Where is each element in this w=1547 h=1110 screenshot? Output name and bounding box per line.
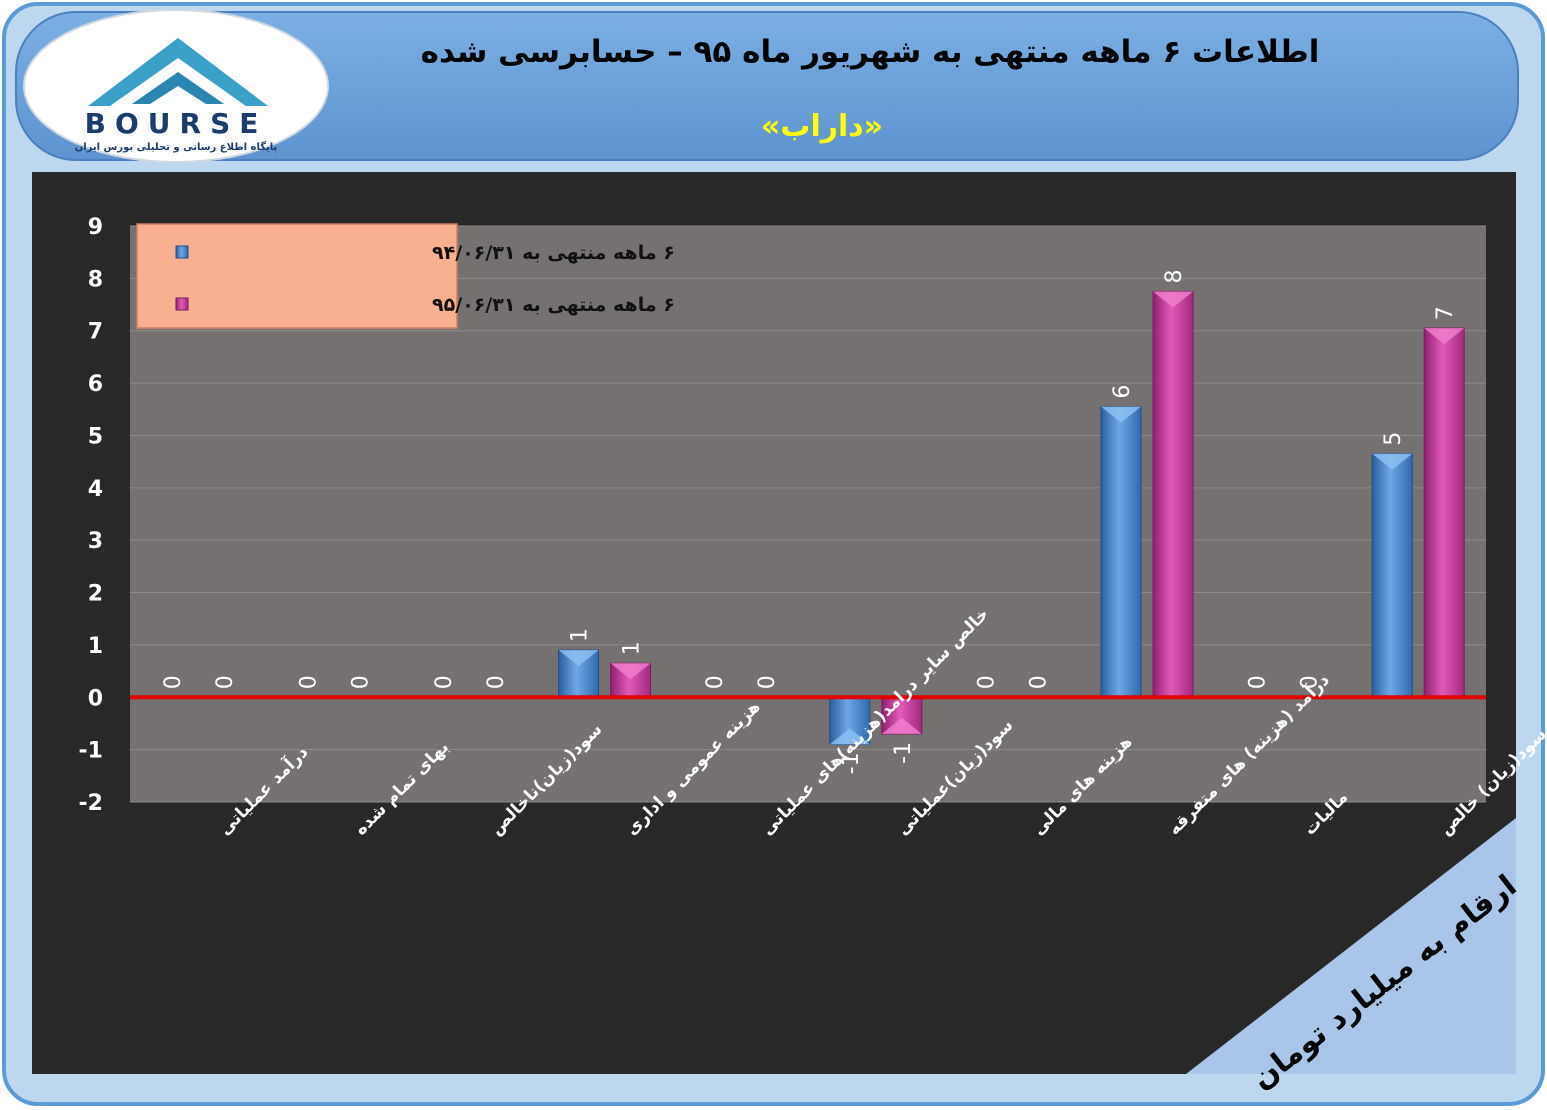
- data-label-series2: -1: [891, 742, 916, 764]
- data-label-series1: 1: [568, 628, 593, 642]
- data-label-series2: 0: [348, 675, 373, 689]
- data-labels: 0 0 0 0 0 0 1 1 0 0 -1 -1 0 0 6 8 0 0 5 7: [161, 269, 1458, 774]
- bar-series1: [1100, 406, 1142, 698]
- y-tick-label: 4: [88, 477, 103, 502]
- y-tick-label: 9: [88, 215, 103, 240]
- bourse-logo: BOURSE پایگاه اطلاع رسانی و تحلیلی بورس …: [23, 9, 329, 163]
- legend-swatch-series2: [175, 297, 189, 311]
- bar-series1: [1371, 453, 1413, 698]
- data-label-series1: 0: [296, 675, 321, 689]
- logo-tagline: پایگاه اطلاع رسانی و تحلیلی بورس ایران: [75, 140, 278, 153]
- y-axis-ticks: 9 8 7 6 5 4 3 2 1 0 -1 -2: [79, 215, 103, 816]
- bar-cap-series2: [610, 663, 651, 680]
- y-tick-label: -2: [79, 791, 103, 816]
- logo-roof-icon: [88, 38, 268, 106]
- bar-cap-series1: [558, 650, 599, 667]
- bar-cap-series2: [881, 717, 922, 734]
- bar-cap-series1: [829, 728, 870, 745]
- company-symbol: «داراب»: [761, 109, 883, 144]
- data-label-series2: 0: [1026, 675, 1051, 689]
- y-tick-label: 3: [88, 529, 103, 554]
- y-tick-label: -1: [79, 739, 103, 764]
- data-label-series2: 7: [1433, 306, 1458, 320]
- data-label-series2: 0: [484, 675, 509, 689]
- y-tick-label: 1: [88, 634, 103, 659]
- data-label-series1: 0: [974, 675, 999, 689]
- header-bar: [15, 11, 1519, 161]
- y-tick-label: 8: [88, 267, 103, 292]
- legend: ۶ ماهه منتهی به ۹۴/۰۶/۳۱ ۶ ماهه منتهی به…: [136, 223, 675, 329]
- y-tick-label: 0: [88, 686, 103, 711]
- legend-label-series1: ۶ ماهه منتهی به ۹۴/۰۶/۳۱: [432, 242, 675, 264]
- data-label-series2: 8: [1162, 269, 1187, 283]
- data-label-series1: 5: [1381, 432, 1406, 446]
- logo-inner-roof-icon: [132, 72, 224, 104]
- data-label-series1: 6: [1110, 385, 1135, 399]
- data-label-series2: 0: [213, 675, 238, 689]
- data-label-series1: -1: [839, 752, 864, 774]
- y-tick-label: 6: [88, 372, 103, 397]
- data-label-series1: 0: [161, 675, 186, 689]
- data-label-series2: 0: [1298, 675, 1323, 689]
- y-tick-label: 7: [88, 320, 103, 345]
- bar-cap-series2: [1424, 328, 1465, 345]
- data-label-series2: 1: [620, 641, 645, 655]
- data-label-series1: 0: [703, 675, 728, 689]
- bar-series2: [1152, 290, 1194, 698]
- bar-series2: [1423, 327, 1465, 698]
- data-label-series2: 0: [755, 675, 780, 689]
- bar-cap-series1: [1372, 453, 1413, 470]
- y-tick-label: 5: [88, 424, 103, 449]
- legend-swatch-series1: [175, 245, 189, 259]
- legend-box: [136, 223, 458, 329]
- bars: [558, 290, 1465, 745]
- data-label-series1: 0: [432, 675, 457, 689]
- page-title: اطلاعات ۶ ماهه منتهی به شهریور ماه ۹۵ – …: [421, 34, 1320, 70]
- y-tick-label: 2: [88, 582, 103, 607]
- logo-brand: BOURSE: [85, 107, 268, 140]
- data-label-series1: 0: [1246, 675, 1271, 689]
- bar-cap-series2: [1153, 291, 1193, 308]
- legend-label-series2: ۶ ماهه منتهی به ۹۵/۰۶/۳۱: [432, 294, 675, 316]
- units-note-ribbon: [1186, 818, 1516, 1074]
- bar-cap-series1: [1101, 406, 1141, 423]
